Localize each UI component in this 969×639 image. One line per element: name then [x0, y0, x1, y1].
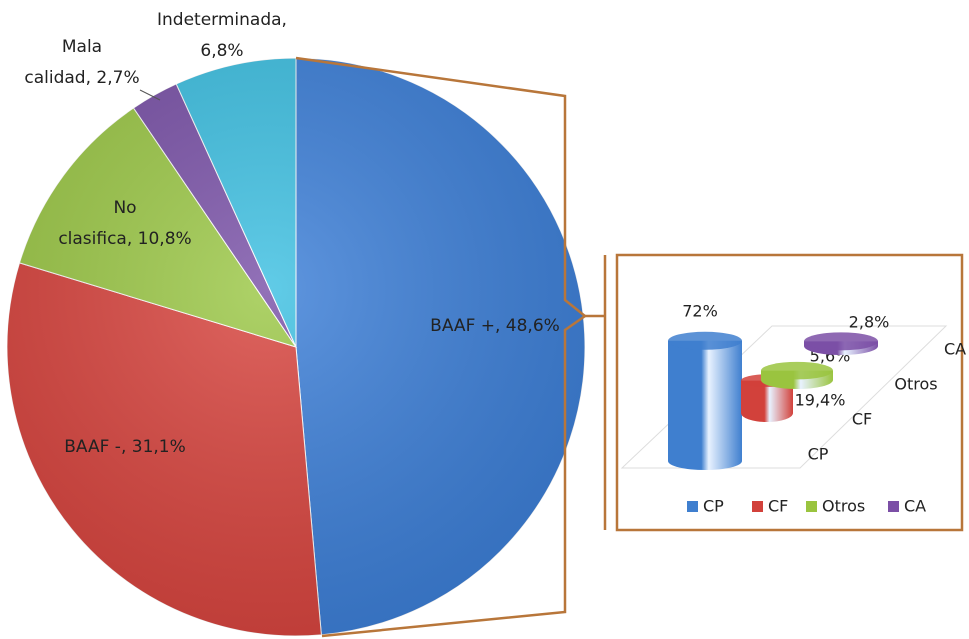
pie-chart: BAAF +, 48,6% BAAF -, 31,1% No clasifica, 1…	[6, 10, 586, 637]
data-label: 2,8%	[849, 313, 890, 332]
legend-label: Otros	[822, 497, 865, 516]
category-label: CP	[808, 445, 829, 464]
data-label: Mala	[62, 37, 102, 57]
category-label: CF	[852, 410, 872, 429]
data-label: BAAF -, 31,1%	[64, 437, 186, 457]
data-label: calidad, 2,7%	[24, 68, 139, 88]
data-label: 72%	[682, 302, 718, 321]
data-label: BAAF +, 48,6%	[430, 316, 560, 336]
category-label: CA	[944, 340, 966, 359]
cylinder	[668, 331, 742, 470]
legend-label: CP	[703, 497, 724, 516]
cylinder	[761, 361, 833, 389]
data-label: 19,4%	[795, 391, 846, 410]
pie-slice	[295, 57, 586, 636]
data-label: 6,8%	[200, 41, 243, 61]
leader-line	[139, 89, 161, 101]
category-label: Otros	[894, 375, 937, 394]
legend-swatch	[752, 501, 763, 512]
legend-label: CF	[768, 497, 788, 516]
data-label: No	[113, 198, 136, 218]
cylinder	[804, 332, 878, 355]
legend-swatch	[806, 501, 817, 512]
cylinder-body	[668, 340, 742, 470]
cylinder-top	[804, 332, 878, 351]
data-label: clasifica, 10,8%	[58, 229, 191, 249]
cylinder-top	[668, 331, 742, 350]
cylinder-top	[761, 361, 833, 380]
data-label: Indeterminada,	[157, 10, 287, 30]
legend-swatch	[687, 501, 698, 512]
legend-label: CA	[904, 497, 926, 516]
legend-swatch	[888, 501, 899, 512]
cylinder-body	[741, 380, 793, 422]
